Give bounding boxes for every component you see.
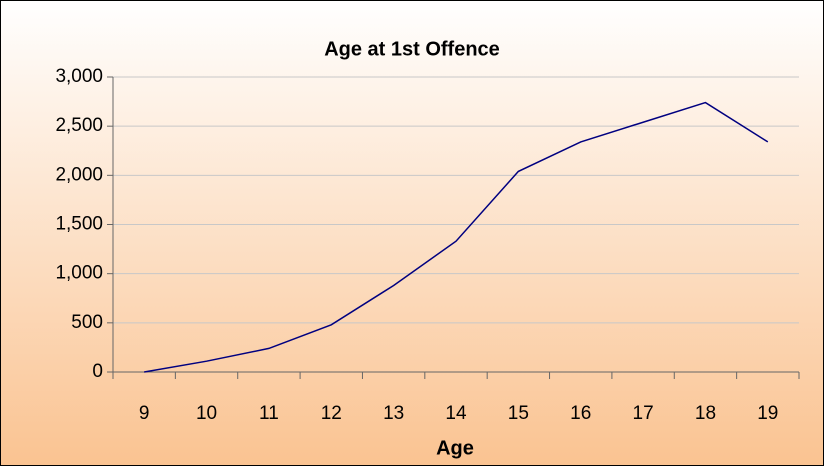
data-line [144,101,769,373]
x-tick-label: 14 [445,403,467,424]
y-tick-label: 0 [92,361,103,382]
x-tick-label: 11 [259,403,279,424]
x-tick-label: 13 [383,403,404,424]
y-tick-label: 1,000 [55,263,103,284]
chart-title: Age at 1st Offence [324,38,500,60]
x-tick-label: 16 [570,403,591,424]
y-tick-label: 2,500 [55,115,103,136]
x-axis-label: Age [436,437,474,459]
x-tick-label: 19 [757,403,778,424]
x-tick-label: 18 [695,403,716,424]
x-tick-label: 9 [139,403,150,424]
x-tick-label: 15 [508,403,529,424]
y-tick-label: 3,000 [55,66,103,87]
y-tick-label: 1,500 [55,214,103,235]
x-tick-label: 10 [196,403,217,424]
x-tick-label: 12 [321,403,342,424]
x-tick-label: 17 [633,403,654,424]
y-tick-label: 2,000 [55,164,103,185]
y-tick-label: 500 [71,312,103,333]
